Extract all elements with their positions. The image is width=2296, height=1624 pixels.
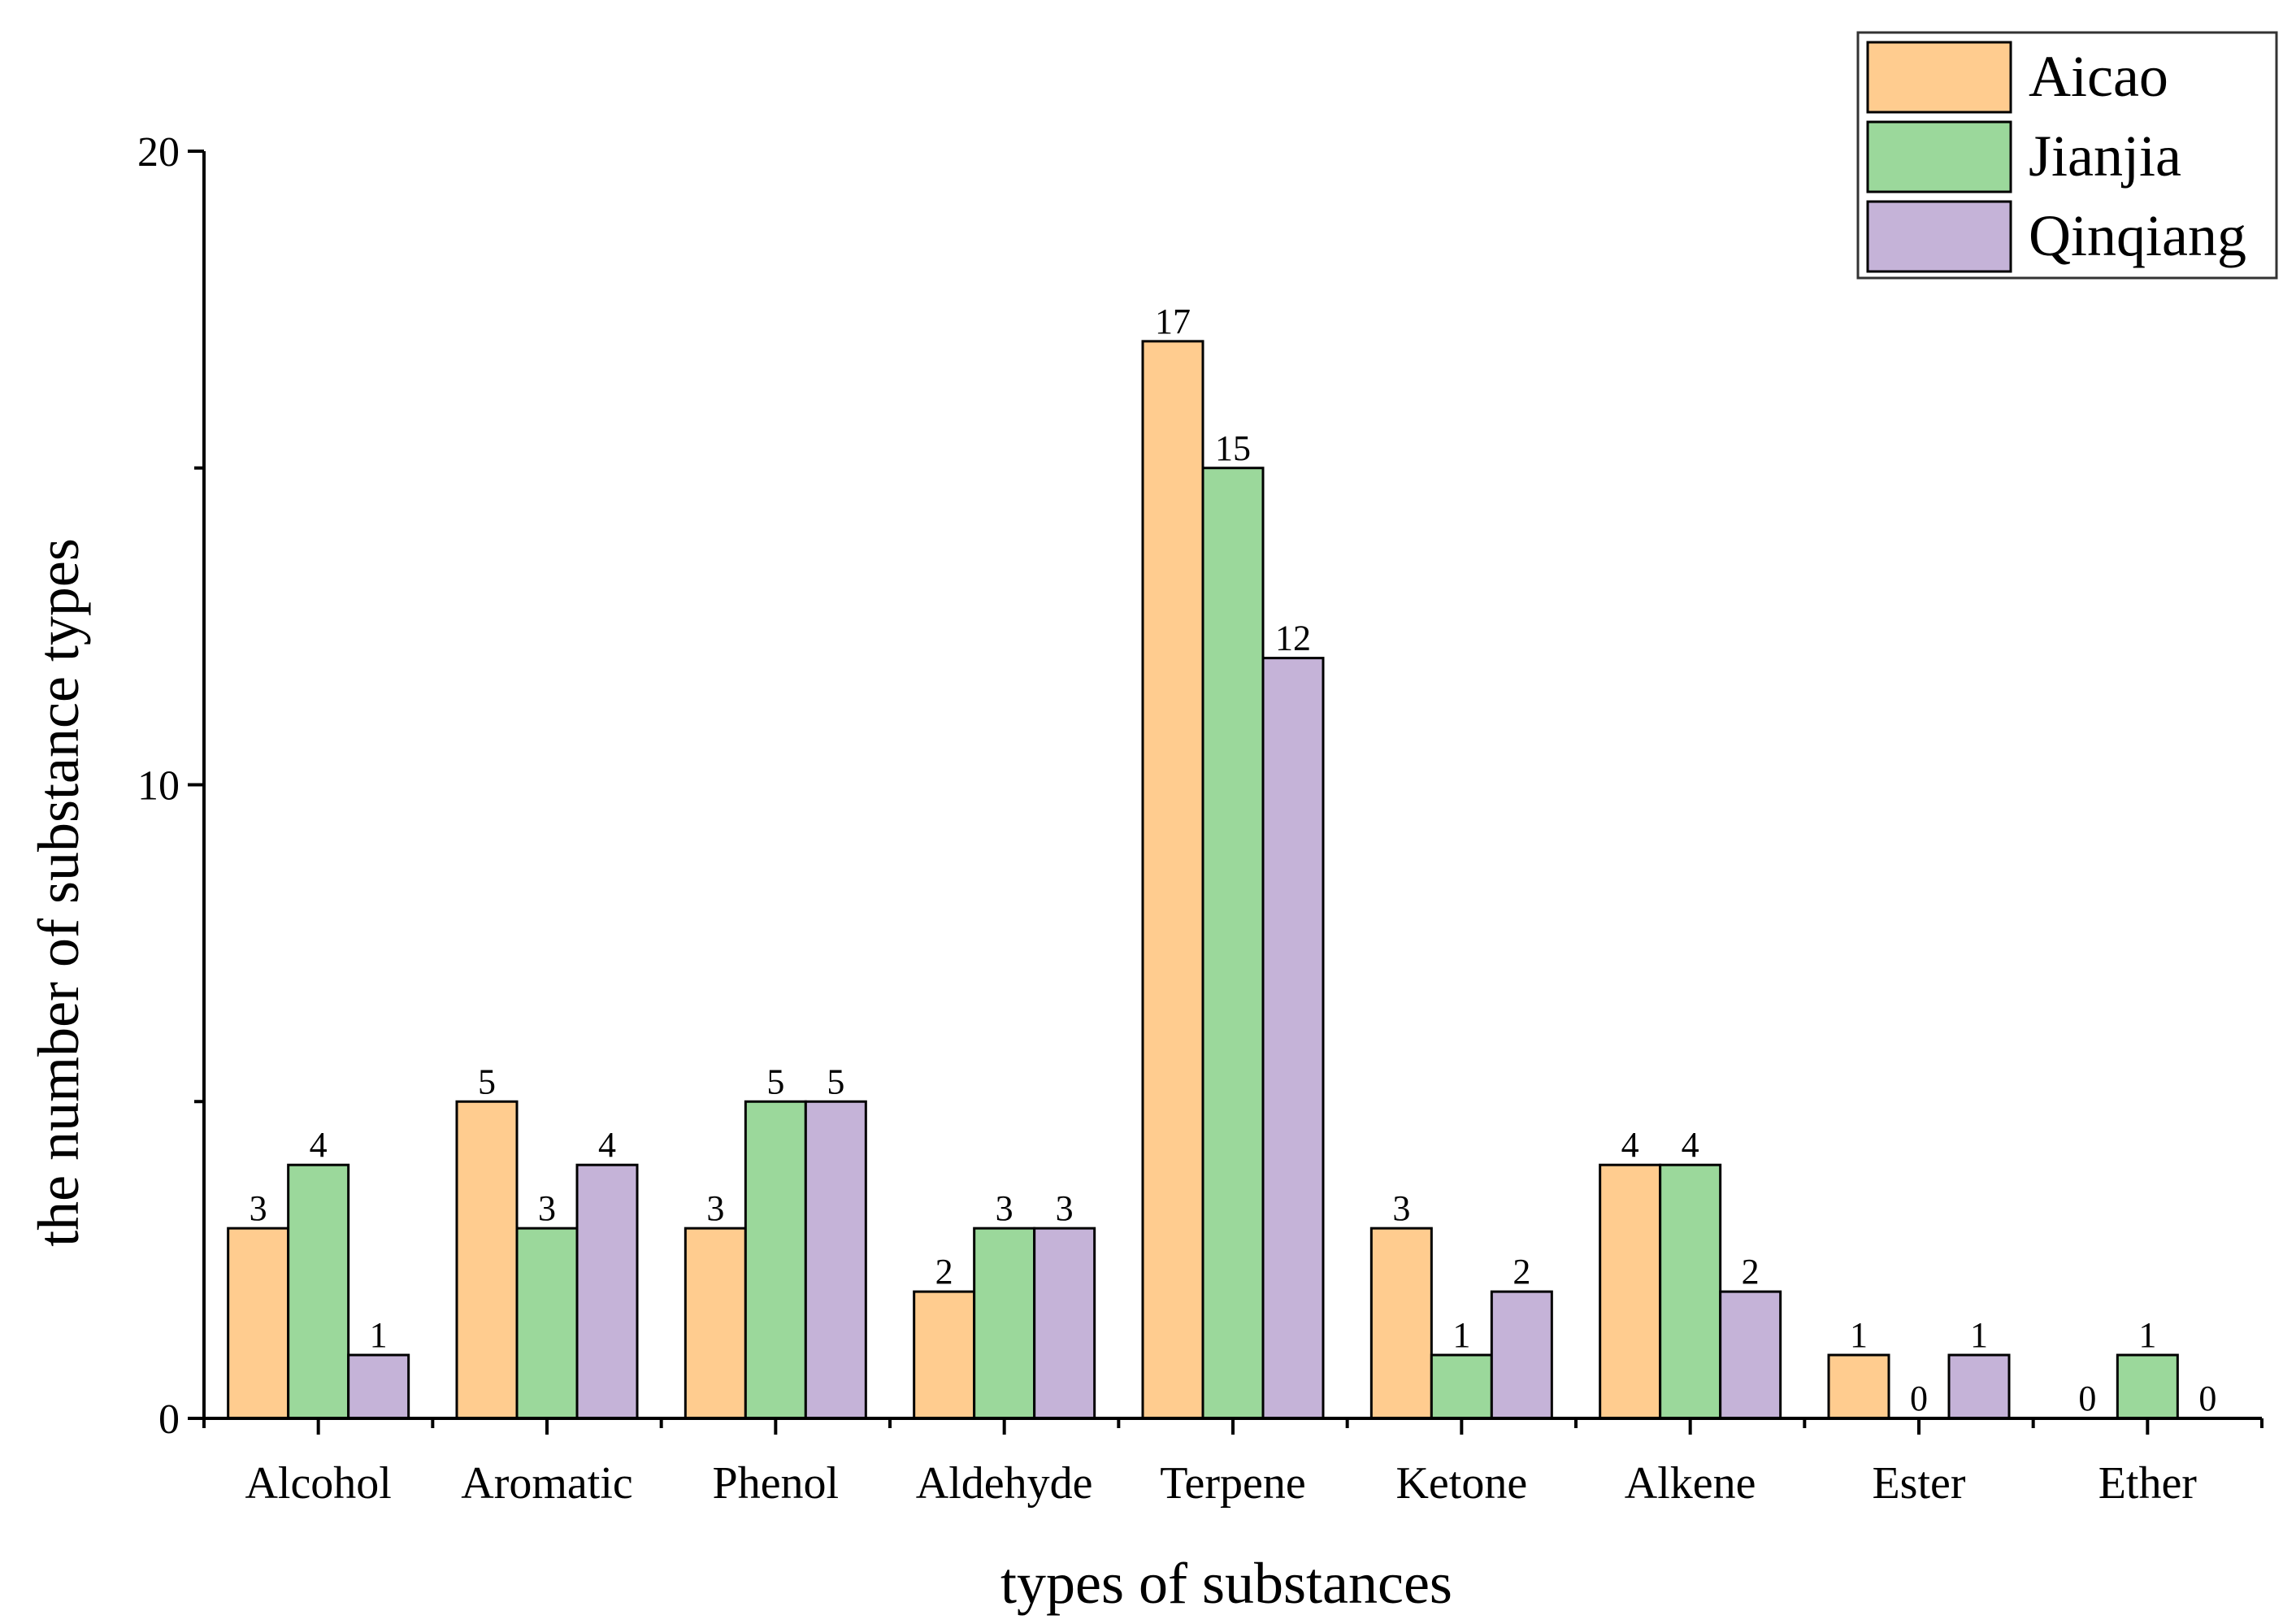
bar-jianjia-phenol <box>744 1100 807 1420</box>
data-label-qinqiang-alcohol: 1 <box>370 1315 388 1355</box>
data-label-aicao-alkene: 4 <box>1621 1125 1639 1165</box>
data-label-aicao-ketone: 3 <box>1392 1188 1410 1228</box>
bar-jianjia-aldehyde <box>973 1227 1036 1420</box>
bar-qinqiang-aldehyde <box>1033 1227 1096 1420</box>
category-label-phenol: Phenol <box>713 1458 840 1509</box>
bar-aicao-ketone <box>1369 1227 1433 1420</box>
legend-swatch-qinqiang <box>1866 200 2012 273</box>
category-label-ester: Ester <box>1872 1458 1965 1509</box>
legend-label-aicao: Aicao <box>2029 44 2168 109</box>
bar-jianjia-terpene <box>1201 467 1265 1420</box>
data-label-jianjia-ketone: 1 <box>1452 1315 1470 1355</box>
bars-layer <box>227 340 2179 1420</box>
bar-qinqiang-phenol <box>804 1100 867 1420</box>
data-label-jianjia-terpene: 15 <box>1215 428 1251 468</box>
y-tick-label: 0 <box>158 1396 180 1443</box>
y-tick-label: 10 <box>137 763 180 810</box>
data-label-qinqiang-ester: 1 <box>1970 1315 1988 1355</box>
data-label-jianjia-phenol: 5 <box>766 1062 784 1101</box>
category-label-ketone: Ketone <box>1395 1458 1527 1509</box>
y-tick-label: 20 <box>137 129 180 176</box>
bar-qinqiang-alkene <box>1719 1290 1782 1420</box>
bar-qinqiang-terpene <box>1261 657 1325 1420</box>
data-label-qinqiang-aromatic: 4 <box>598 1125 616 1165</box>
data-label-jianjia-aromatic: 3 <box>538 1188 556 1228</box>
category-label-ether: Ether <box>2099 1458 2198 1509</box>
legend-swatch-jianjia <box>1866 120 2012 193</box>
data-label-aicao-ester: 1 <box>1850 1315 1868 1355</box>
data-label-qinqiang-terpene: 12 <box>1275 619 1311 658</box>
bar-aicao-phenol <box>684 1227 747 1420</box>
data-label-jianjia-aldehyde: 3 <box>996 1188 1013 1228</box>
category-label-alcohol: Alcohol <box>245 1458 391 1509</box>
category-label-alkene: Alkene <box>1625 1458 1756 1509</box>
category-label-terpene: Terpene <box>1160 1458 1306 1509</box>
legend-swatch-aicao <box>1866 41 2012 114</box>
bar-aicao-aromatic <box>455 1100 519 1420</box>
bar-jianjia-aromatic <box>515 1227 579 1420</box>
bar-aicao-aldehyde <box>913 1290 976 1420</box>
data-label-jianjia-alkene: 4 <box>1682 1125 1699 1165</box>
legend: Aicao Jianjia Qinqiang <box>1856 31 2278 280</box>
bar-jianjia-ether <box>2116 1353 2179 1420</box>
category-label-aromatic: Aromatic <box>461 1458 632 1509</box>
bar-aicao-alcohol <box>227 1227 290 1420</box>
bar-qinqiang-alcohol <box>347 1353 410 1420</box>
legend-label-jianjia: Jianjia <box>2029 124 2181 189</box>
data-label-aicao-phenol: 3 <box>706 1188 724 1228</box>
bar-jianjia-alcohol <box>287 1163 350 1420</box>
data-label-jianjia-ether: 1 <box>2138 1315 2156 1355</box>
data-label-aicao-aromatic: 5 <box>478 1062 496 1101</box>
data-label-aicao-alcohol: 3 <box>250 1188 267 1228</box>
data-label-jianjia-alcohol: 4 <box>310 1125 328 1165</box>
bar-aicao-ester <box>1827 1353 1890 1420</box>
data-label-qinqiang-ketone: 2 <box>1513 1252 1530 1292</box>
data-label-aicao-aldehyde: 2 <box>935 1252 953 1292</box>
legend-label-qinqiang: Qinqiang <box>2029 203 2246 268</box>
bar-qinqiang-ketone <box>1490 1290 1553 1420</box>
data-label-qinqiang-alkene: 2 <box>1742 1252 1760 1292</box>
data-labels-layer: 3 5 3 2 17 3 4 1 0 4 3 5 3 15 1 4 0 1 1 4 5 3 12 2 2 1 0 <box>250 302 2217 1418</box>
bar-qinqiang-ester <box>1947 1353 2011 1420</box>
data-label-qinqiang-aldehyde: 3 <box>1056 1188 1074 1228</box>
bar-aicao-alkene <box>1599 1163 1662 1420</box>
data-label-jianjia-ester: 0 <box>1910 1379 1928 1418</box>
y-axis-title: the number of substance types <box>26 538 91 1247</box>
bar-aicao-terpene <box>1141 340 1204 1420</box>
data-label-aicao-terpene: 17 <box>1155 302 1191 341</box>
data-label-qinqiang-ether: 0 <box>2198 1379 2216 1418</box>
data-label-qinqiang-phenol: 5 <box>827 1062 844 1101</box>
data-label-aicao-ether: 0 <box>2078 1379 2096 1418</box>
x-axis-title: types of substances <box>1000 1551 1452 1616</box>
bar-qinqiang-aromatic <box>575 1163 639 1420</box>
bar-jianjia-ketone <box>1430 1353 1493 1420</box>
category-label-aldehyde: Aldehyde <box>916 1458 1093 1509</box>
bar-jianjia-alkene <box>1659 1163 1722 1420</box>
